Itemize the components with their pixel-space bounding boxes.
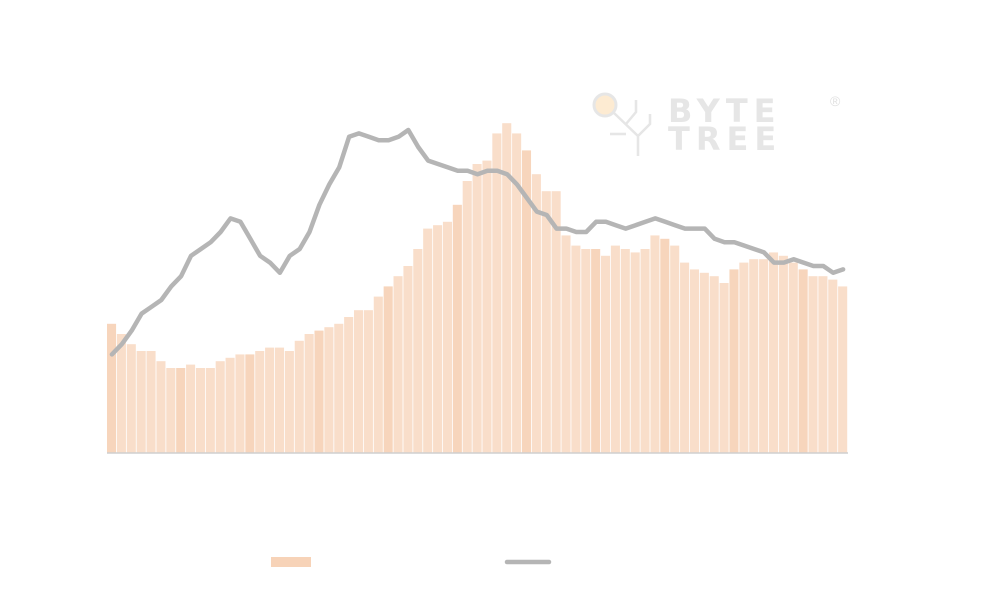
logo-circle	[592, 92, 618, 118]
bar	[136, 351, 146, 453]
bar	[749, 259, 759, 453]
bar	[245, 354, 255, 453]
bar	[630, 252, 640, 453]
line	[109, 127, 846, 357]
bar	[433, 225, 443, 453]
bar	[235, 354, 245, 453]
bar	[798, 269, 808, 453]
bar	[778, 255, 788, 453]
watermark: BYTE TREE ®	[592, 92, 841, 158]
bar	[363, 310, 373, 453]
logo-lines	[610, 100, 652, 156]
bar	[442, 221, 452, 453]
bar	[166, 368, 176, 453]
bar	[116, 334, 126, 453]
bar	[660, 238, 670, 453]
bar	[225, 357, 235, 453]
watermark-text: BYTE	[668, 92, 782, 130]
bar	[601, 255, 611, 453]
bar	[146, 351, 156, 453]
bar	[709, 276, 719, 453]
bar	[393, 276, 403, 453]
bar	[759, 259, 769, 453]
bar	[699, 272, 709, 453]
bar	[462, 181, 472, 453]
watermark-text: TREE	[668, 120, 782, 158]
bar	[571, 245, 581, 453]
bar	[541, 191, 551, 453]
bar	[294, 340, 304, 453]
bar	[492, 133, 502, 453]
bar	[383, 286, 393, 453]
bar	[808, 276, 818, 453]
bar	[373, 296, 383, 453]
bar	[195, 368, 205, 453]
bar	[670, 245, 680, 453]
bar	[423, 228, 433, 453]
bar	[334, 323, 344, 453]
bar	[551, 191, 561, 453]
bar	[828, 279, 838, 453]
bar	[126, 344, 136, 453]
bar	[205, 368, 215, 453]
bar	[403, 266, 413, 453]
bar	[324, 327, 334, 453]
bar	[284, 351, 294, 453]
bar	[581, 249, 591, 453]
legend-swatch	[271, 557, 311, 567]
bar	[472, 164, 482, 453]
bar	[265, 347, 275, 453]
bar	[650, 235, 660, 453]
bar	[215, 361, 225, 453]
bar	[502, 123, 512, 453]
bar	[768, 252, 779, 453]
bar	[512, 133, 522, 453]
bar	[304, 334, 314, 453]
bar	[680, 262, 690, 453]
bar	[729, 269, 739, 453]
bar	[838, 286, 848, 453]
watermark-mark: ®	[830, 93, 841, 109]
bar	[255, 351, 265, 453]
bar	[344, 317, 354, 453]
bar	[719, 283, 729, 453]
bar	[531, 174, 541, 453]
bar	[788, 262, 798, 453]
bar	[561, 235, 571, 453]
bar	[176, 368, 186, 453]
bar	[591, 249, 601, 453]
bar	[186, 364, 196, 453]
bar	[620, 249, 630, 453]
bar	[482, 160, 492, 453]
bar	[354, 310, 364, 453]
bar	[610, 245, 620, 453]
bar	[521, 150, 532, 453]
bar	[640, 249, 650, 453]
bar	[739, 262, 749, 453]
bar	[689, 269, 699, 453]
bar	[452, 204, 462, 453]
bar	[413, 249, 423, 453]
bar	[156, 361, 166, 453]
bar	[107, 323, 117, 453]
bar	[818, 276, 828, 453]
bar	[274, 347, 285, 453]
bar	[314, 330, 324, 453]
